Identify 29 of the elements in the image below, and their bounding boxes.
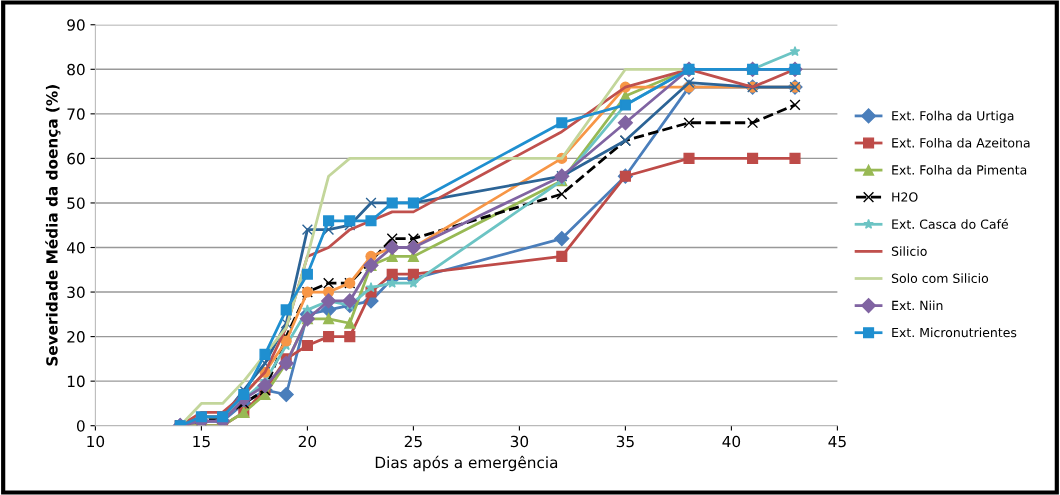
y-axis-title: Severidade Média da doença (%) (45, 85, 61, 366)
x-tick-label: 35 (616, 435, 634, 448)
y-tick-label: 90 (67, 19, 85, 31)
x-tick-label: 40 (722, 435, 741, 448)
y-tick-label: 20 (67, 331, 85, 343)
x-axis-title: Dias após a emergência (375, 455, 558, 472)
legend-label: Ext. Folha da Pimenta (892, 164, 1027, 175)
legend-label: Ext. Micronutrientes (892, 327, 1017, 338)
x-tick-label: 30 (510, 435, 529, 448)
legend-label: H2O (892, 192, 918, 202)
legend-label: Ext. Niin (892, 300, 943, 310)
x-tick-label: 10 (87, 435, 105, 448)
x-tick-label: 20 (298, 435, 317, 448)
y-tick-label: 10 (67, 375, 85, 388)
legend-label: Ext. Casca do Café (892, 218, 1008, 229)
legend-label: Solo com Silicio (891, 273, 989, 284)
x-tick-label: 15 (193, 435, 210, 448)
legend-label: Ext. Folha da Azeitona (892, 137, 1030, 148)
x-tick-label: 25 (404, 435, 422, 448)
legend-label: Ext. Folha da Urtiga (892, 110, 1014, 123)
y-tick-label: 40 (66, 241, 85, 254)
y-tick-label: 70 (67, 108, 85, 120)
y-tick-label: 60 (67, 152, 85, 165)
y-tick-label: 30 (67, 286, 85, 299)
y-tick-label: 80 (67, 63, 85, 76)
y-tick-label: 0 (76, 420, 85, 432)
legend-label: Silicio (891, 246, 927, 256)
y-tick-label: 50 (67, 197, 85, 209)
x-tick-label: 45 (828, 435, 846, 448)
